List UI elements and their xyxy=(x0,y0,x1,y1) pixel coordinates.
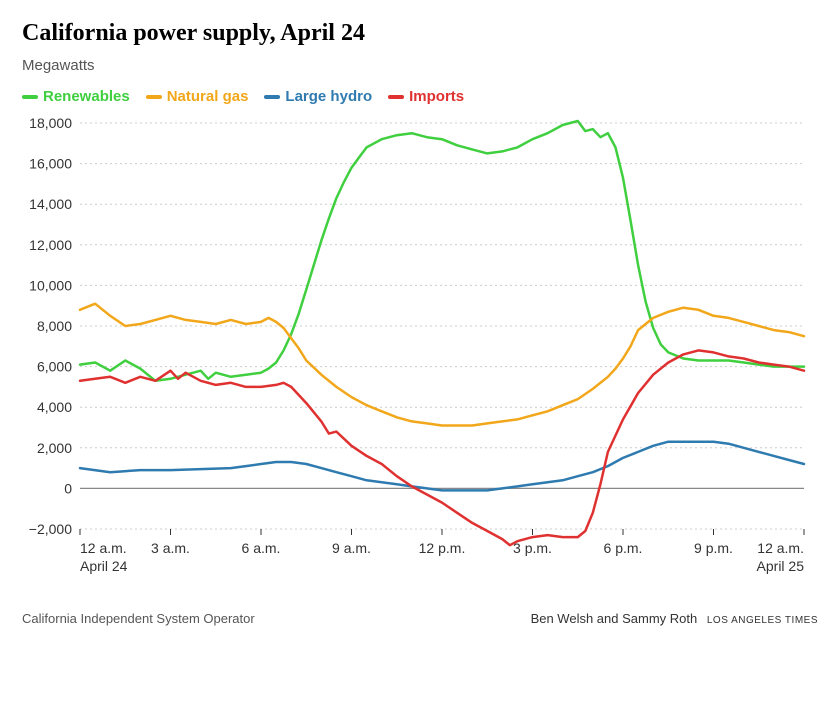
chart-title: California power supply, April 24 xyxy=(22,20,818,47)
svg-text:6,000: 6,000 xyxy=(37,359,72,375)
svg-text:12 a.m.: 12 a.m. xyxy=(80,540,127,556)
legend-swatch xyxy=(146,95,162,99)
legend-label: Large hydro xyxy=(285,88,372,105)
legend-item: Renewables xyxy=(22,88,130,105)
legend-label: Renewables xyxy=(43,88,130,105)
svg-text:April 25: April 25 xyxy=(757,558,805,574)
svg-text:12 p.m.: 12 p.m. xyxy=(419,540,466,556)
source-label: California Independent System Operator xyxy=(22,611,255,626)
svg-text:0: 0 xyxy=(64,480,72,496)
svg-text:16,000: 16,000 xyxy=(29,156,72,172)
svg-text:4,000: 4,000 xyxy=(37,399,72,415)
series-large-hydro xyxy=(80,442,804,491)
svg-text:April 24: April 24 xyxy=(80,558,128,574)
chart-footer: California Independent System Operator B… xyxy=(22,611,818,626)
svg-text:6 p.m.: 6 p.m. xyxy=(604,540,643,556)
line-chart-svg: −2,000 0 2,000 4,000 6,000 8,000 10,000 12,000 1… xyxy=(22,113,818,593)
legend-label: Imports xyxy=(409,88,464,105)
legend-item: Large hydro xyxy=(264,88,372,105)
svg-text:−2,000: −2,000 xyxy=(29,521,72,537)
legend-swatch xyxy=(22,95,38,99)
svg-text:6 a.m.: 6 a.m. xyxy=(242,540,281,556)
svg-text:3 p.m.: 3 p.m. xyxy=(513,540,552,556)
byline-authors: Ben Welsh and Sammy Roth xyxy=(531,611,698,626)
legend-label: Natural gas xyxy=(167,88,249,105)
svg-text:18,000: 18,000 xyxy=(29,115,72,131)
svg-text:12,000: 12,000 xyxy=(29,237,72,253)
byline: Ben Welsh and Sammy Roth LOS ANGELES TIM… xyxy=(531,611,818,626)
legend-item: Natural gas xyxy=(146,88,249,105)
legend-swatch xyxy=(388,95,404,99)
svg-text:8,000: 8,000 xyxy=(37,318,72,334)
svg-text:12 a.m.: 12 a.m. xyxy=(757,540,804,556)
svg-text:9 p.m.: 9 p.m. xyxy=(694,540,733,556)
legend-swatch xyxy=(264,95,280,99)
chart-subtitle: Megawatts xyxy=(22,57,818,74)
legend-item: Imports xyxy=(388,88,464,105)
legend: Renewables Natural gas Large hydro Impor… xyxy=(22,88,818,105)
chart-area: −2,000 0 2,000 4,000 6,000 8,000 10,000 12,000 1… xyxy=(22,113,818,593)
svg-text:3 a.m.: 3 a.m. xyxy=(151,540,190,556)
svg-text:10,000: 10,000 xyxy=(29,277,72,293)
svg-text:14,000: 14,000 xyxy=(29,196,72,212)
publication-brand: LOS ANGELES TIMES xyxy=(707,615,818,626)
series-renewables xyxy=(80,121,804,381)
svg-text:9 a.m.: 9 a.m. xyxy=(332,540,371,556)
svg-text:2,000: 2,000 xyxy=(37,440,72,456)
